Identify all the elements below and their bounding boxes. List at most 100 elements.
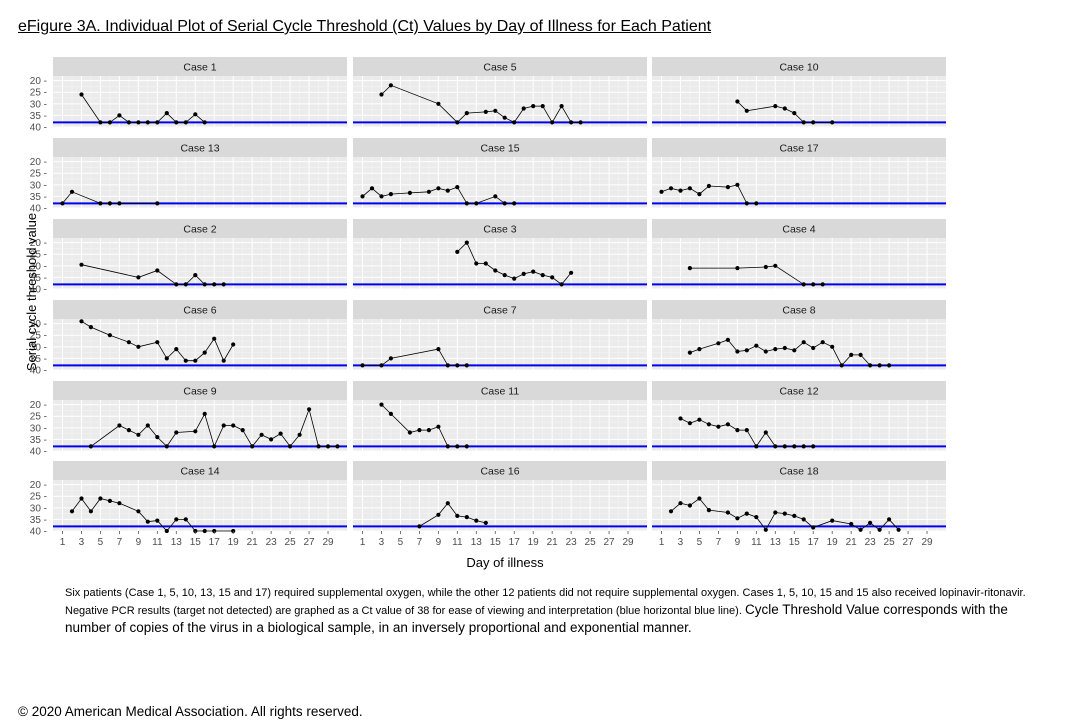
panel-title: Case 8 xyxy=(782,305,815,317)
data-point xyxy=(858,527,863,532)
x-tick-label: 25 xyxy=(285,537,297,548)
data-point xyxy=(887,363,892,368)
figure-caption: Six patients (Case 1, 5, 10, 13, 15 and … xyxy=(65,585,1055,637)
x-tick-label: 25 xyxy=(884,537,896,548)
data-point xyxy=(744,428,749,433)
x-tick-label: 13 xyxy=(471,537,483,548)
data-point xyxy=(193,112,198,117)
panel-background xyxy=(652,157,946,208)
data-point xyxy=(455,120,460,125)
data-point xyxy=(540,104,545,109)
data-point xyxy=(183,358,188,363)
panel-background xyxy=(53,319,347,370)
data-point xyxy=(502,273,507,278)
data-point xyxy=(474,261,479,266)
data-point xyxy=(259,432,264,437)
y-tick-label: 35 - xyxy=(30,515,47,526)
data-point xyxy=(659,189,664,194)
panel-case-7: Case 7 xyxy=(353,300,647,371)
panel-title: Case 16 xyxy=(480,466,519,478)
data-point xyxy=(531,269,536,274)
data-point xyxy=(868,363,873,368)
data-point xyxy=(735,516,740,521)
data-point xyxy=(79,319,84,324)
data-point xyxy=(697,496,702,501)
data-point xyxy=(678,416,683,421)
data-point xyxy=(278,431,283,436)
data-point xyxy=(69,509,75,514)
data-point xyxy=(136,509,141,514)
panel-background xyxy=(652,76,946,127)
data-point xyxy=(164,356,169,361)
panel-background xyxy=(353,480,647,531)
data-point xyxy=(678,501,683,506)
data-point xyxy=(474,518,479,523)
x-tick-label: 7 xyxy=(716,537,722,548)
x-tick-label: 11 xyxy=(751,537,762,548)
data-point xyxy=(202,282,207,287)
data-point xyxy=(79,92,84,97)
data-point xyxy=(174,282,179,287)
data-point xyxy=(792,444,797,449)
data-point xyxy=(202,528,207,534)
y-tick-label: 25 - xyxy=(30,412,47,423)
data-point xyxy=(687,421,693,426)
data-point xyxy=(202,120,207,125)
data-point xyxy=(445,501,450,506)
data-point xyxy=(877,527,882,532)
data-point xyxy=(117,113,122,118)
panel-background xyxy=(53,480,347,531)
data-point xyxy=(830,344,835,349)
series-line xyxy=(670,497,899,531)
data-point xyxy=(221,423,226,428)
faceted-chart: Case 120 -25 -30 -35 -40 -Case 5 Case 10C… xyxy=(24,57,946,570)
data-point xyxy=(174,120,179,125)
series-line xyxy=(71,497,234,532)
data-point xyxy=(687,186,693,191)
data-point xyxy=(98,201,103,206)
data-point xyxy=(697,417,702,422)
data-point xyxy=(811,282,816,287)
data-point xyxy=(107,333,112,338)
y-tick-label: 20 - xyxy=(30,319,47,330)
data-point xyxy=(126,340,131,345)
caption-small: Six patients (Case 1, 5, 10, 13, 15 and … xyxy=(65,587,1026,617)
panel-strip xyxy=(353,461,647,480)
data-point xyxy=(474,201,479,206)
panel-title: Case 3 xyxy=(483,224,516,236)
x-tick-label: 15 xyxy=(190,537,202,548)
series-line xyxy=(81,320,234,362)
data-point xyxy=(155,201,160,206)
data-point xyxy=(697,347,702,352)
panel-title: Case 7 xyxy=(483,305,516,317)
panel-case-8: Case 8 xyxy=(652,300,946,371)
data-point xyxy=(668,186,674,191)
data-point xyxy=(316,444,321,449)
x-tick-label: 27 xyxy=(304,537,316,548)
data-point xyxy=(773,510,778,515)
x-tick-label: 11 xyxy=(152,537,163,548)
data-point xyxy=(455,513,460,519)
y-tick-label: 25 - xyxy=(30,88,47,99)
data-point xyxy=(307,407,312,412)
data-point xyxy=(436,101,441,106)
data-point xyxy=(493,268,498,273)
data-point xyxy=(231,423,236,428)
data-point xyxy=(464,515,469,520)
data-point xyxy=(559,104,564,109)
data-point xyxy=(455,363,460,368)
panel-title: Case 12 xyxy=(779,386,818,398)
copyright-notice: © 2020 American Medical Association. All… xyxy=(18,704,363,719)
panel-strip xyxy=(652,300,946,319)
y-tick-label: 35 - xyxy=(30,192,47,203)
data-point xyxy=(706,508,712,513)
data-point xyxy=(126,428,131,433)
y-tick-label: 35 - xyxy=(30,111,47,122)
x-tick-label: 3 xyxy=(678,537,684,548)
data-point xyxy=(578,120,583,125)
data-point xyxy=(221,282,226,287)
panel-case-5: Case 5 xyxy=(353,57,647,128)
panel-background xyxy=(652,238,946,289)
data-point xyxy=(550,275,555,280)
data-point xyxy=(773,263,778,268)
